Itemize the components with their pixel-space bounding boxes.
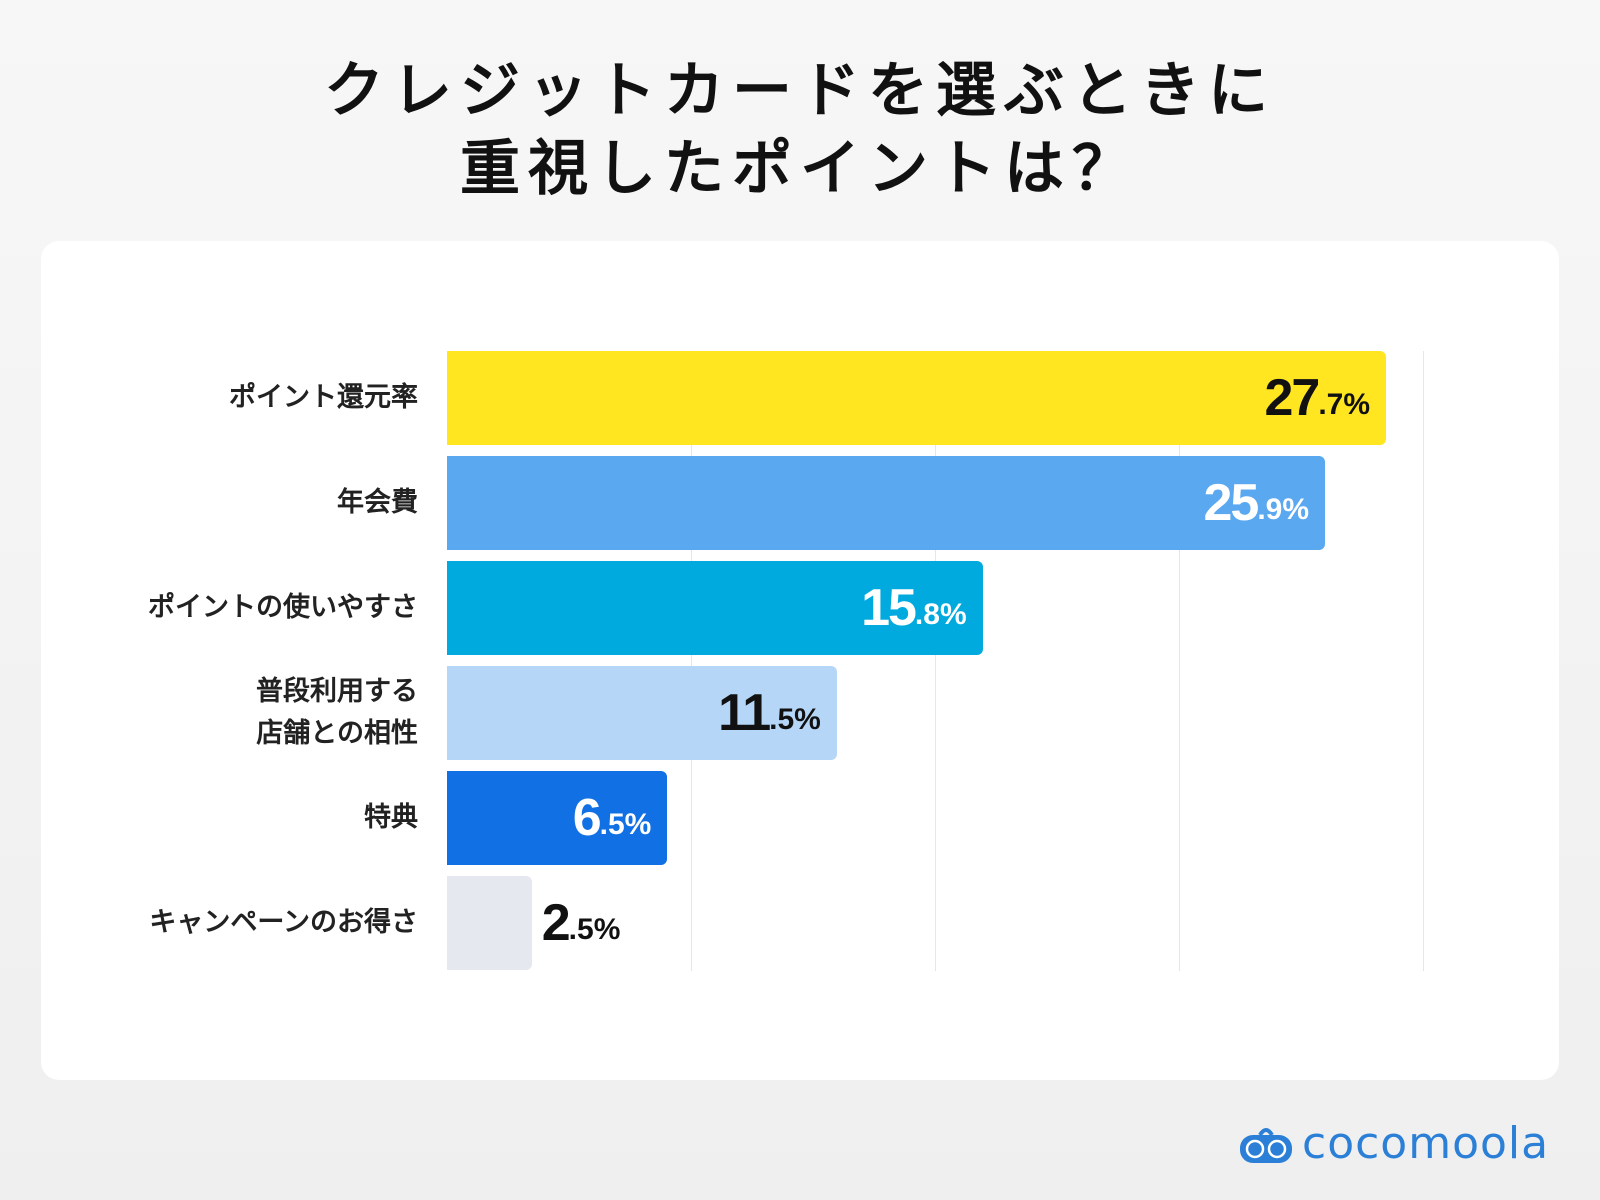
value-label: 15.8% [861, 561, 967, 655]
robot-face-icon [1240, 1127, 1292, 1163]
value-label-decimal: .5% [769, 703, 821, 736]
bar [447, 876, 532, 970]
gridline [935, 351, 936, 971]
value-label: 2.5% [542, 876, 621, 970]
category-label: 年会費 [337, 487, 418, 518]
value-label-integer: 6 [572, 789, 602, 847]
value-label-integer: 15 [861, 579, 917, 637]
title-line-2: 重視したポイントは？ [460, 134, 1140, 204]
value-label-decimal: .7% [1318, 388, 1371, 421]
category-label: ポイント還元率 [229, 382, 418, 413]
bar [447, 771, 668, 865]
bar [447, 351, 1387, 445]
value-label-decimal: .5% [568, 913, 621, 946]
value-label-decimal: .5% [599, 808, 652, 841]
category-label: 普段利用する 店舗との相性 [256, 676, 418, 749]
category-label: 特典 [364, 802, 418, 833]
value-label: 25.9% [1203, 456, 1309, 550]
category-label: キャンペーンのお得さ [149, 907, 418, 938]
value-label-decimal: .8% [914, 598, 967, 631]
value-label-integer: 11 [718, 684, 771, 742]
gridline [691, 351, 692, 971]
chart-title: クレジットカードを選ぶときに 重視したポイントは？ [0, 52, 1600, 208]
value-label-integer: 2 [541, 894, 571, 952]
value-label: 6.5% [573, 771, 652, 865]
bar [447, 666, 837, 760]
value-label-decimal: .9% [1257, 493, 1310, 526]
gridline [1423, 351, 1424, 971]
brand-logo: cocomoola [1238, 1118, 1549, 1169]
category-label: ポイントの使いやすさ [148, 592, 418, 623]
value-label-integer: 25 [1203, 474, 1259, 532]
bar [447, 456, 1325, 550]
value-label-integer: 27 [1264, 369, 1320, 427]
bar [447, 561, 983, 655]
value-label: 11.5% [718, 666, 821, 760]
title-line-1: クレジットカードを選ぶときに [324, 56, 1276, 126]
value-label: 27.7% [1264, 351, 1370, 445]
gridline [1179, 351, 1180, 971]
logo-text: cocomoola [1302, 1118, 1550, 1169]
